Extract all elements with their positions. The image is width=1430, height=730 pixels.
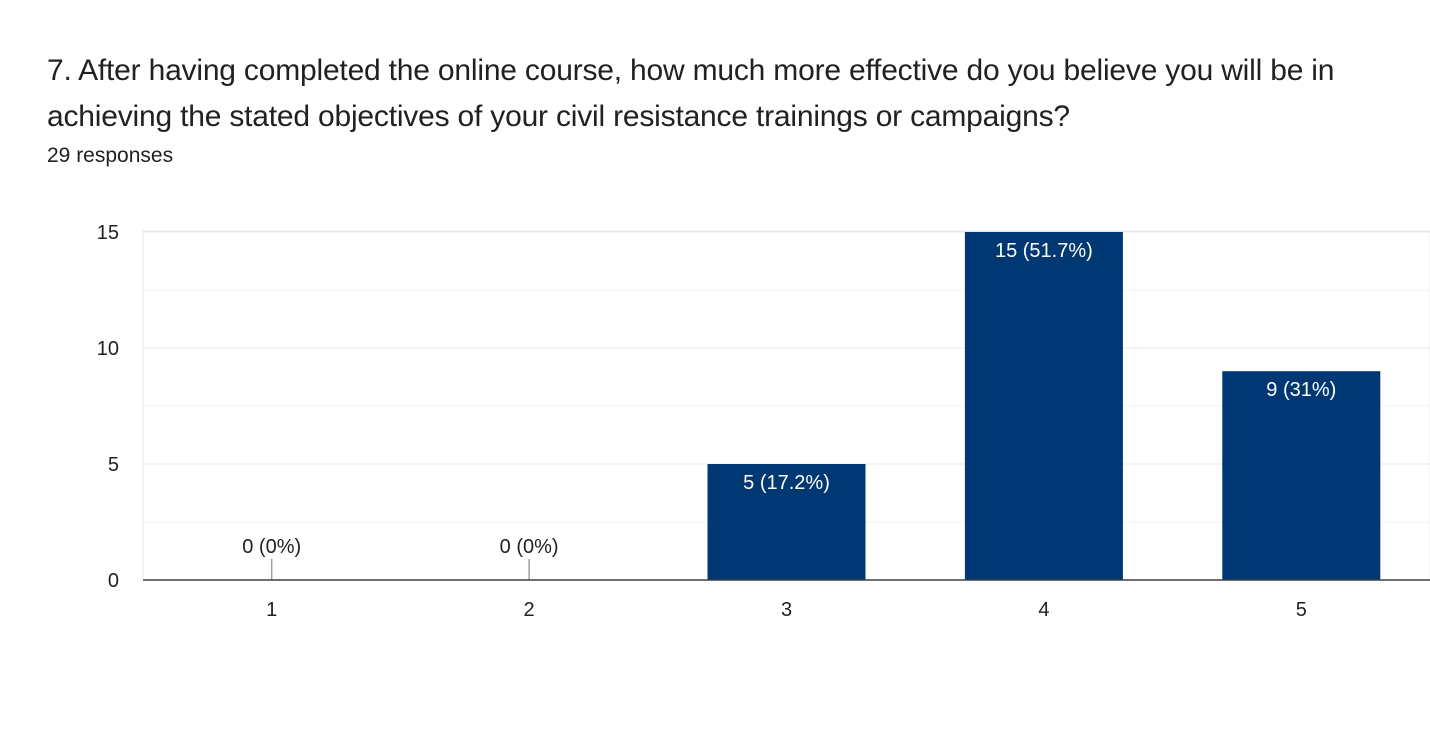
y-tick-label: 15 [97,222,119,244]
x-tick-label-4: 4 [1038,599,1049,621]
x-axis-ticks: 1 2 3 4 5 [266,599,1307,621]
data-label-2: 0 (0%) [500,536,559,558]
y-axis-ticks: 0 5 10 15 [97,222,119,592]
bar-4[interactable] [964,232,1123,580]
bars [707,232,1381,580]
x-tick-label-3: 3 [781,599,792,621]
data-label-1: 0 (0%) [242,536,301,558]
gridlines [143,231,1430,523]
x-tick-label-5: 5 [1296,599,1307,621]
data-label-4: 15 (51.7%) [995,240,1093,262]
zero-markers [270,559,530,580]
x-tick-label-1: 1 [266,599,277,621]
x-tick-label-2: 2 [524,599,535,621]
y-tick-label: 10 [97,338,119,360]
data-labels: 0 (0%) 0 (0%) 5 (17.2%) 15 (51.7%) 9 (31%) [242,240,1336,558]
data-label-3: 5 (17.2%) [743,472,830,494]
bar-5[interactable] [1222,371,1381,580]
bar-3[interactable] [707,464,866,580]
question-title: 7. After having completed the online cou… [47,54,1335,133]
y-tick-label: 0 [108,570,119,592]
y-tick-label: 5 [108,454,119,476]
data-label-5: 9 (31%) [1266,379,1336,401]
response-count: 29 responses [47,144,174,167]
